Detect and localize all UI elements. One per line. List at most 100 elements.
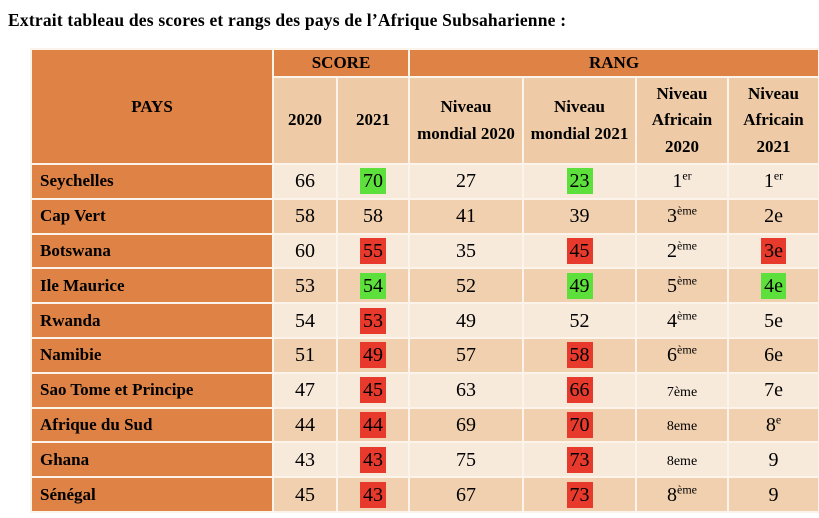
value: 27 bbox=[456, 170, 477, 193]
value: 43 bbox=[295, 448, 315, 471]
value: 69 bbox=[456, 413, 477, 436]
value: 9 bbox=[768, 448, 779, 471]
table-row: Botswana 60 55 35 45 2ème 3e bbox=[30, 232, 819, 270]
value: 9 bbox=[768, 483, 779, 506]
value: 8eme bbox=[666, 419, 698, 435]
value-cell: 3ème bbox=[635, 197, 730, 235]
header-row-top: PAYS SCORE RANG bbox=[30, 48, 819, 165]
highlighted-value: 43 bbox=[360, 446, 386, 473]
value-cell: 51 bbox=[272, 336, 338, 374]
value-cell: 45 bbox=[272, 476, 338, 513]
value-cell: 73 bbox=[522, 441, 638, 479]
table-body: Seychelles 66 70 27 23 1er 1er Cap Vert 58 58 41 39… bbox=[30, 163, 819, 513]
value-cell: 69 bbox=[408, 406, 525, 444]
country-name: Seychelles bbox=[30, 163, 274, 200]
subheader-niveau-mondial-2020: Niveau mondial 2020 bbox=[408, 76, 525, 165]
scores-table: PAYS SCORE RANG 2020 2021 Niveau mondial… bbox=[30, 48, 819, 513]
value: 8eme bbox=[666, 454, 698, 470]
value-cell: 41 bbox=[408, 197, 525, 235]
value: 75 bbox=[456, 448, 477, 471]
value: 58 bbox=[295, 205, 315, 228]
value-cell: 66 bbox=[522, 371, 638, 409]
value: 7ème bbox=[666, 384, 698, 400]
value-cell: 45 bbox=[335, 371, 411, 409]
value: 47 bbox=[295, 379, 315, 402]
country-name: Sénégal bbox=[30, 476, 274, 513]
value-cell: 58 bbox=[335, 197, 411, 235]
highlighted-value: 49 bbox=[360, 342, 386, 369]
value-cell: 49 bbox=[335, 336, 411, 374]
value-cell: 55 bbox=[335, 232, 411, 270]
value-cell: 7e bbox=[727, 371, 819, 409]
value-cell: 7ème bbox=[635, 371, 730, 409]
value-cell: 9 bbox=[727, 476, 819, 513]
value: 5e bbox=[764, 309, 783, 332]
value-cell: 70 bbox=[335, 163, 411, 200]
value: 8e bbox=[765, 412, 782, 436]
value-cell: 49 bbox=[522, 267, 638, 305]
value-cell: 44 bbox=[272, 406, 338, 444]
country-name: Botswana bbox=[30, 232, 274, 270]
value: 63 bbox=[456, 379, 477, 402]
value: 2e bbox=[764, 205, 783, 228]
value-cell: 2e bbox=[727, 197, 819, 235]
value-cell: 43 bbox=[335, 476, 411, 513]
value: 45 bbox=[295, 483, 315, 506]
value-cell: 52 bbox=[522, 302, 638, 339]
value-cell: 27 bbox=[408, 163, 525, 200]
value-cell: 3e bbox=[727, 232, 819, 270]
value: 53 bbox=[295, 274, 315, 297]
col-header-rang: RANG bbox=[408, 48, 819, 78]
value-cell: 44 bbox=[335, 406, 411, 444]
highlighted-value: 4e bbox=[761, 272, 786, 299]
value: 67 bbox=[456, 483, 477, 506]
country-name: Ghana bbox=[30, 441, 274, 479]
highlighted-value: 44 bbox=[360, 411, 386, 438]
value-cell: 43 bbox=[335, 441, 411, 479]
value: 52 bbox=[569, 309, 590, 332]
table-row: Cap Vert 58 58 41 39 3ème 2e bbox=[30, 197, 819, 235]
value: 54 bbox=[295, 309, 315, 332]
value-cell: 9 bbox=[727, 441, 819, 479]
page-title: Extrait tableau des scores et rangs des … bbox=[8, 10, 567, 30]
value-cell: 52 bbox=[408, 267, 525, 305]
country-name: Namibie bbox=[30, 336, 274, 374]
value-cell: 53 bbox=[272, 267, 338, 305]
country-name: Cap Vert bbox=[30, 197, 274, 235]
value: 4ème bbox=[667, 307, 698, 332]
value-cell: 8ème bbox=[635, 476, 730, 513]
value-cell: 54 bbox=[272, 302, 338, 339]
value-cell: 4e bbox=[727, 267, 819, 305]
highlighted-value: 49 bbox=[566, 272, 593, 299]
highlighted-value: 66 bbox=[566, 377, 593, 404]
highlighted-value: 73 bbox=[566, 481, 593, 508]
col-header-score: SCORE bbox=[271, 48, 411, 78]
value-cell: 1er bbox=[727, 163, 819, 200]
value: 51 bbox=[295, 344, 315, 367]
country-name: Afrique du Sud bbox=[30, 406, 274, 444]
value-cell: 67 bbox=[408, 476, 525, 513]
highlighted-value: 70 bbox=[360, 168, 386, 195]
highlighted-value: 23 bbox=[566, 168, 593, 195]
value-cell: 6e bbox=[727, 336, 819, 374]
table-row: Afrique du Sud 44 44 69 70 8eme 8e bbox=[30, 406, 819, 444]
table-row: Sao Tome et Principe 47 45 63 66 7ème 7e bbox=[30, 371, 819, 409]
value: 6ème bbox=[667, 342, 698, 367]
table-row: Seychelles 66 70 27 23 1er 1er bbox=[30, 163, 819, 200]
table-row: Sénégal 45 43 67 73 8ème 9 bbox=[30, 476, 819, 513]
value: 3ème bbox=[667, 203, 698, 228]
highlighted-value: 45 bbox=[360, 377, 386, 404]
highlighted-value: 45 bbox=[566, 237, 593, 264]
value: 8ème bbox=[667, 481, 698, 506]
value-cell: 58 bbox=[522, 336, 638, 374]
subheader-niveau-mondial-2021: Niveau mondial 2021 bbox=[522, 76, 638, 165]
subheader-score-2020: 2020 bbox=[272, 76, 338, 165]
value: 1er bbox=[672, 168, 692, 193]
value-cell: 23 bbox=[522, 163, 638, 200]
highlighted-value: 55 bbox=[360, 237, 386, 264]
value: 60 bbox=[295, 239, 315, 262]
value-cell: 35 bbox=[408, 232, 525, 270]
table-row: Rwanda 54 53 49 52 4ème 5e bbox=[30, 302, 819, 339]
value: 7e bbox=[764, 379, 783, 402]
